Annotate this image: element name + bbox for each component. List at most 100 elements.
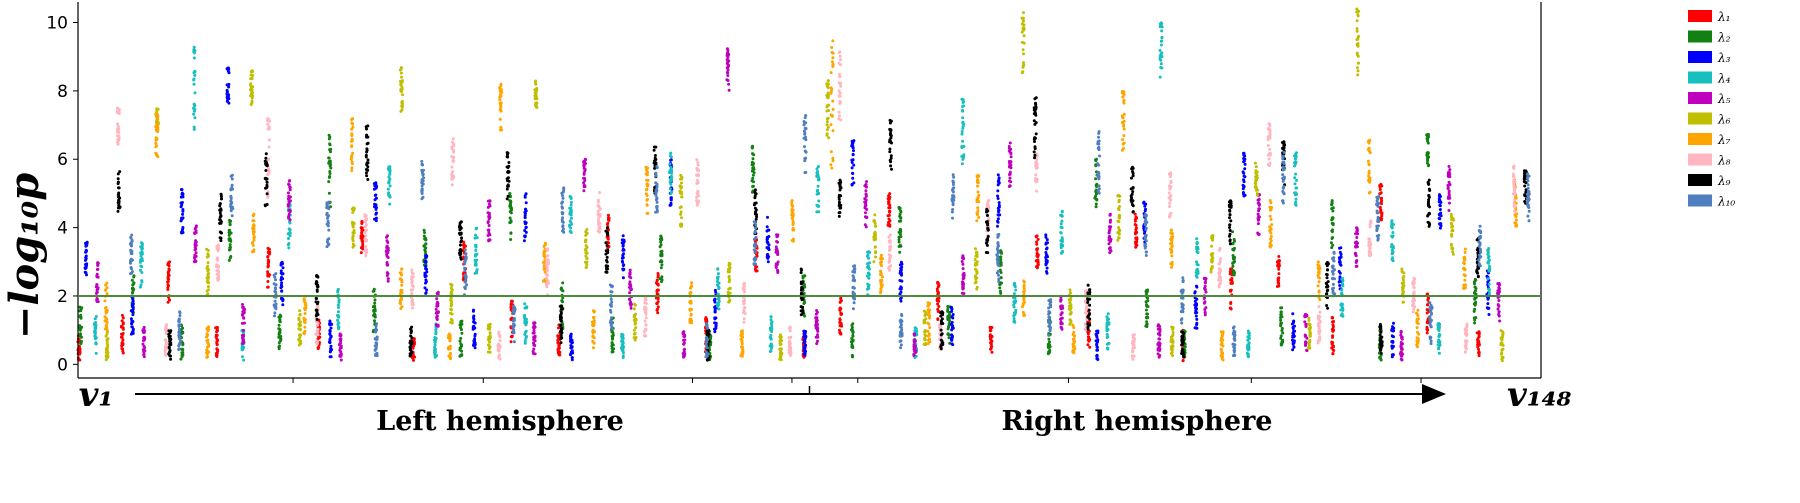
data-point	[1355, 226, 1358, 230]
data-point	[534, 79, 538, 83]
data-point	[1450, 225, 1454, 229]
series-group	[78, 132, 1478, 362]
data-point	[1331, 323, 1335, 327]
data-point	[1438, 222, 1442, 226]
data-point	[937, 296, 941, 300]
data-point	[752, 180, 755, 184]
data-point	[1093, 196, 1097, 200]
data-point	[713, 327, 716, 331]
data-point	[251, 74, 255, 78]
data-point	[937, 305, 941, 308]
data-point	[1195, 284, 1198, 288]
data-point	[351, 221, 355, 225]
data-point	[852, 149, 855, 153]
data-point	[680, 195, 684, 199]
data-point	[621, 349, 625, 353]
data-point	[1160, 29, 1164, 33]
data-point	[1116, 207, 1120, 211]
data-point	[1158, 354, 1162, 357]
data-point	[990, 345, 994, 349]
data-point	[1048, 345, 1052, 349]
data-point	[1276, 277, 1280, 281]
data-point	[1203, 308, 1207, 311]
data-point	[815, 322, 819, 326]
data-point	[1211, 238, 1215, 242]
data-point	[131, 283, 135, 287]
data-point	[683, 338, 687, 342]
data-point	[1094, 177, 1098, 181]
data-point	[205, 339, 209, 343]
data-point	[1308, 326, 1312, 330]
data-point	[866, 250, 870, 254]
data-point	[629, 288, 633, 292]
data-point	[1107, 236, 1111, 239]
data-point	[155, 107, 159, 111]
data-point	[385, 244, 389, 248]
data-point	[873, 213, 877, 217]
data-point	[400, 75, 403, 79]
data-point	[474, 261, 478, 265]
data-point	[973, 275, 977, 279]
data-point	[372, 182, 376, 186]
data-point	[922, 342, 926, 346]
data-point	[85, 273, 88, 277]
data-point	[1330, 316, 1334, 320]
data-point	[423, 248, 427, 252]
data-point	[570, 345, 574, 349]
data-point	[1256, 198, 1260, 202]
data-point	[510, 334, 514, 338]
data-point	[267, 247, 271, 251]
data-point	[620, 336, 624, 339]
data-point	[1105, 336, 1109, 339]
data-point	[1243, 157, 1247, 161]
data-point	[680, 192, 684, 196]
data-point	[660, 263, 664, 267]
data-point	[486, 211, 490, 215]
data-point	[1497, 299, 1501, 302]
data-point	[1008, 141, 1012, 145]
data-point	[524, 336, 528, 340]
data-point	[591, 335, 595, 339]
data-point	[915, 329, 919, 333]
data-point	[386, 234, 389, 238]
data-point	[241, 305, 245, 309]
data-point	[899, 260, 903, 264]
data-point	[287, 216, 291, 220]
data-point	[192, 112, 196, 116]
data-point	[167, 267, 171, 271]
data-point	[727, 88, 731, 92]
data-point	[251, 227, 255, 231]
data-point	[997, 178, 1001, 181]
data-point	[1473, 318, 1477, 322]
data-point	[141, 342, 145, 346]
data-point	[473, 258, 477, 262]
data-point	[225, 67, 229, 71]
data-point	[424, 278, 428, 282]
data-point	[1293, 202, 1297, 206]
data-point	[873, 224, 877, 228]
data-point	[1487, 282, 1491, 286]
data-point	[250, 99, 254, 103]
data-point	[607, 218, 611, 222]
data-point	[1036, 255, 1040, 259]
data-point	[872, 238, 876, 242]
data-point	[1069, 310, 1073, 314]
data-point	[229, 219, 233, 223]
data-point	[1331, 341, 1335, 344]
data-point	[249, 103, 253, 106]
data-point	[1060, 327, 1064, 331]
data-point	[776, 271, 780, 274]
data-point	[509, 305, 513, 308]
data-point	[279, 335, 283, 339]
data-point	[450, 312, 454, 316]
data-point	[1356, 13, 1360, 17]
data-point	[240, 321, 244, 325]
data-point	[867, 267, 871, 271]
data-point	[106, 345, 109, 349]
data-point	[1008, 170, 1012, 174]
data-point	[105, 320, 109, 324]
data-point	[1117, 200, 1121, 204]
data-point	[1135, 243, 1139, 247]
data-point	[460, 349, 464, 353]
data-point	[1501, 343, 1505, 347]
